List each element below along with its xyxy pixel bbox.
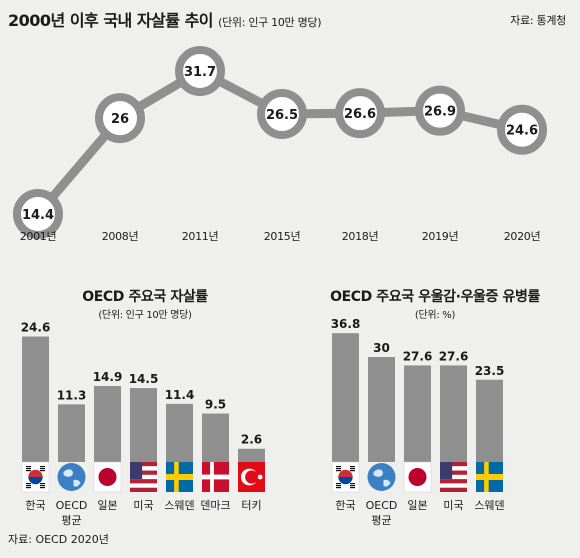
korea-flag-icon: [331, 461, 360, 493]
data-label: 26: [111, 112, 129, 127]
category-label: 미국: [443, 499, 463, 512]
turkey-flag-icon: [238, 462, 265, 492]
oecd-depression-bar-chart: 36.8 한국 30 OECD 평균 27.6 일본 27.6 미국 23.5 스웨덴: [331, 317, 505, 527]
category-label: 덴마크: [200, 499, 230, 512]
bar-value-label: 30: [373, 341, 390, 355]
bar: [332, 333, 359, 462]
bar: [58, 404, 85, 462]
data-label: 31.7: [184, 65, 216, 80]
data-point-marker: [13, 189, 63, 239]
bar-value-label: 36.8: [331, 317, 361, 331]
oecd-suicide-unit: (단위: 인구 10만 명당): [98, 310, 192, 321]
x-tick-label: 2008년: [102, 230, 139, 243]
data-point-marker: [415, 85, 465, 136]
oecd-depression-unit: (단위: %): [414, 310, 456, 321]
oecd-depression-title: OECD 주요국 우울감·우울증 유병률: [330, 289, 540, 305]
category-label: 평균: [371, 514, 391, 527]
category-label: 미국: [133, 499, 153, 512]
data-label: 24.6: [506, 124, 538, 139]
source-note: 자료: 통계청: [510, 14, 566, 27]
japan-flag-icon: [93, 461, 122, 493]
category-label: 평균: [61, 514, 81, 527]
x-tick-label: 2020년: [504, 230, 541, 243]
bar-value-label: 14.5: [129, 372, 159, 386]
oecd-globe-icon: [57, 463, 86, 491]
data-point-marker: [497, 104, 547, 155]
line-chart-title: 2000년 이후 국내 자살률 추이: [8, 11, 214, 30]
line-chart-unit: (단위: 인구 10만 명당): [218, 16, 322, 29]
sweden-flag-icon: [166, 462, 193, 492]
bar: [202, 413, 229, 462]
data-label: 26.6: [344, 107, 376, 122]
bar: [238, 448, 265, 462]
category-label: 스웨덴: [474, 499, 504, 512]
bar-value-label: 11.3: [57, 388, 87, 402]
bar: [94, 386, 121, 462]
bar-value-label: 9.5: [205, 398, 226, 412]
category-label: 한국: [25, 499, 45, 512]
bar: [476, 379, 503, 462]
usa-flag-icon: [440, 462, 467, 492]
category-label: OECD: [366, 499, 398, 512]
japan-flag-icon: [403, 461, 432, 493]
x-tick-label: 2019년: [422, 230, 459, 243]
bar: [368, 357, 395, 462]
oecd-globe-icon: [367, 463, 396, 491]
bar: [166, 403, 193, 462]
data-point-marker: [95, 93, 145, 144]
data-label: 14.4: [22, 208, 54, 223]
data-label: 26.9: [424, 105, 456, 120]
korea-flag-icon: [21, 461, 50, 493]
oecd-suicide-bar-chart: 24.6 한국 11.3 OECD 평균 14.9 일본 14.5 미국 11.4 스웨덴 9.5 덴마…: [21, 321, 265, 527]
oecd-suicide-title: OECD 주요국 자살률: [82, 289, 208, 305]
category-label: 스웨덴: [164, 499, 194, 512]
sweden-flag-icon: [476, 462, 503, 492]
bar-value-label: 27.6: [439, 349, 469, 363]
bottom-source-note: 자료: OECD 2020년: [8, 533, 109, 546]
category-label: OECD: [56, 499, 88, 512]
category-label: 터키: [241, 499, 261, 512]
page-title: 2000년 이후 국내 자살률 추이 (단위: 인구 10만 명당): [8, 7, 322, 31]
data-point-marker: [335, 88, 385, 139]
category-label: 한국: [335, 499, 355, 512]
x-tick-label: 2015년: [264, 230, 301, 243]
bar: [22, 336, 49, 462]
category-label: 일본: [407, 498, 427, 512]
usa-flag-icon: [130, 462, 157, 492]
x-tick-label: 2011년: [182, 230, 219, 243]
bar-value-label: 27.6: [403, 349, 433, 363]
bar: [404, 365, 431, 462]
data-point-marker: [175, 46, 225, 96]
data-label: 26.5: [266, 108, 298, 123]
bar-value-label: 11.4: [165, 388, 195, 402]
suicide-rate-trend-line-chart: 14.4 2001년 26 2008년 31.7 2011년 26.5 2015년 26.6 20…: [13, 46, 547, 243]
bar: [130, 388, 157, 462]
denmark-flag-icon: [202, 462, 229, 492]
bar-value-label: 24.6: [21, 321, 51, 335]
x-tick-label: 2001년: [20, 230, 57, 243]
bar: [440, 365, 467, 462]
data-point-marker: [257, 88, 307, 139]
bar-value-label: 2.6: [241, 433, 262, 447]
x-tick-label: 2018년: [342, 230, 379, 243]
category-label: 일본: [97, 498, 117, 512]
bar-value-label: 14.9: [93, 370, 123, 384]
bar-value-label: 23.5: [475, 364, 505, 378]
